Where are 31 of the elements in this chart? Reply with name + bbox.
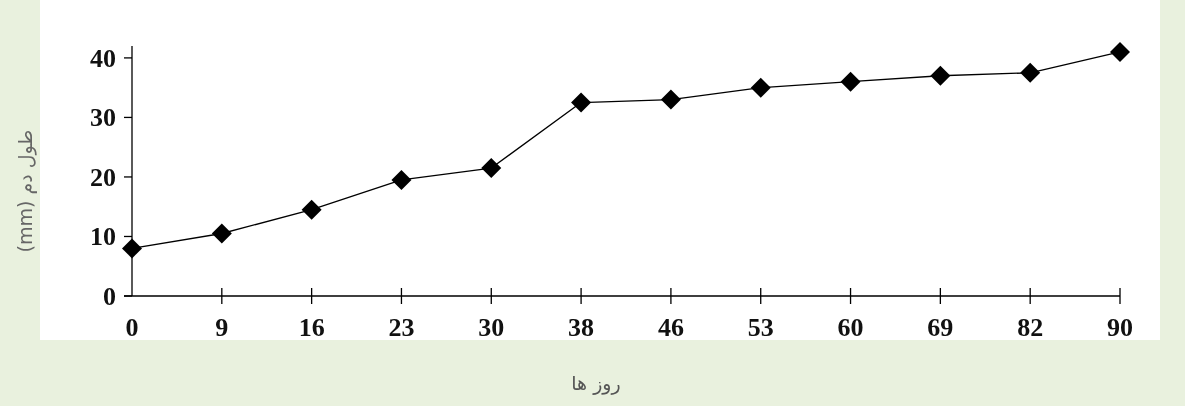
point — [930, 65, 951, 86]
x-tick-label: 46 — [657, 313, 684, 342]
point — [301, 199, 322, 220]
y-tick-label: 30 — [90, 103, 116, 133]
x-tick-label: 16 — [298, 313, 325, 342]
x-tick-label: 9 — [215, 313, 229, 342]
point — [481, 158, 502, 179]
x-tick-label: 60 — [837, 313, 864, 342]
y-axis-title: طول دم (mm) — [14, 129, 37, 253]
x-tick-label: 69 — [927, 313, 954, 342]
point — [660, 89, 681, 110]
y-tick-label: 40 — [90, 43, 116, 73]
point — [1110, 41, 1130, 62]
x-tick-label: 90 — [1107, 313, 1133, 342]
point — [211, 223, 232, 244]
x-tick-label: 23 — [388, 313, 415, 342]
point — [840, 71, 861, 92]
point — [391, 169, 412, 190]
x-tick-label: 0 — [125, 313, 139, 342]
x-tick-label: 53 — [747, 313, 774, 342]
point — [1020, 62, 1041, 83]
x-tick-label: 30 — [478, 313, 505, 342]
x-tick-label: 82 — [1017, 313, 1044, 342]
point — [122, 238, 142, 259]
y-tick-label: 0 — [103, 282, 116, 311]
x-tick-label: 38 — [568, 313, 595, 342]
point — [571, 92, 592, 113]
point — [750, 77, 771, 98]
y-tick-label: 20 — [90, 162, 116, 192]
x-axis-title: روز ها — [571, 372, 621, 395]
y-tick-label: 10 — [90, 222, 116, 252]
